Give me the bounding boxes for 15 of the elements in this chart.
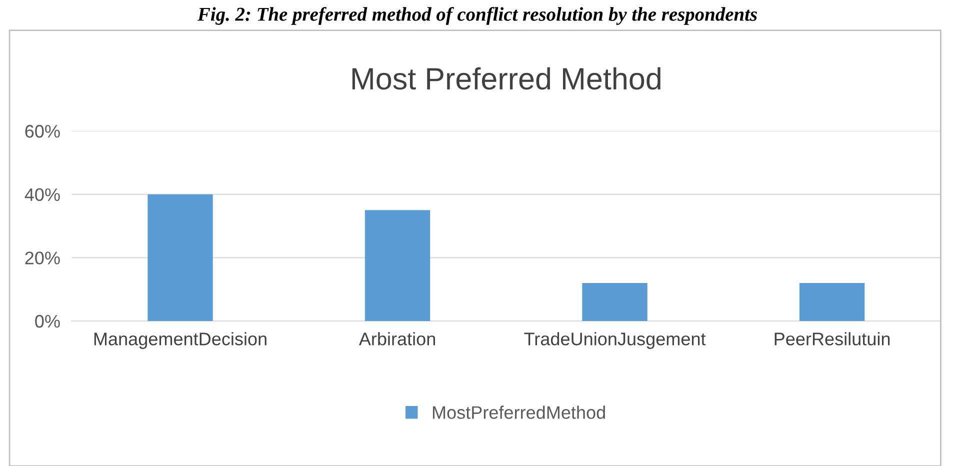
bar — [148, 194, 213, 321]
y-tick-label: 20% — [25, 252, 60, 264]
x-tick-label: ManagementDecision — [94, 332, 266, 349]
x-tick-label: TradeUnionJusgement — [524, 332, 706, 349]
bar — [799, 283, 865, 321]
legend-label: MostPreferredMethod — [432, 406, 605, 419]
bar — [582, 283, 648, 321]
chart-title: Most Preferred Method — [352, 67, 660, 90]
y-tick-label: 60% — [25, 124, 60, 138]
y-tick-label: 0% — [35, 314, 60, 328]
bar — [364, 210, 430, 321]
x-tick-label: Arbiration — [358, 332, 435, 346]
y-tick-label: 40% — [24, 188, 60, 202]
caption: Fig. 2: The preferred method of conflict resolution by the respondents — [197, 6, 757, 25]
x-tick-label: PeerResilutuin — [774, 332, 890, 346]
